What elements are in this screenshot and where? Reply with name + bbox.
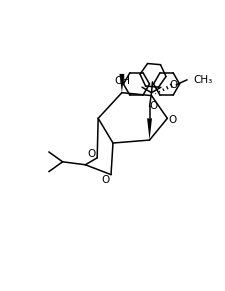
Text: O: O [101,175,109,184]
Text: O: O [168,115,176,125]
Text: O: O [169,80,177,90]
Text: O: O [149,102,158,111]
Polygon shape [119,74,124,93]
Text: CH₃: CH₃ [193,75,212,85]
Text: O: O [87,149,95,159]
Polygon shape [147,118,152,140]
Text: OH: OH [114,76,130,86]
